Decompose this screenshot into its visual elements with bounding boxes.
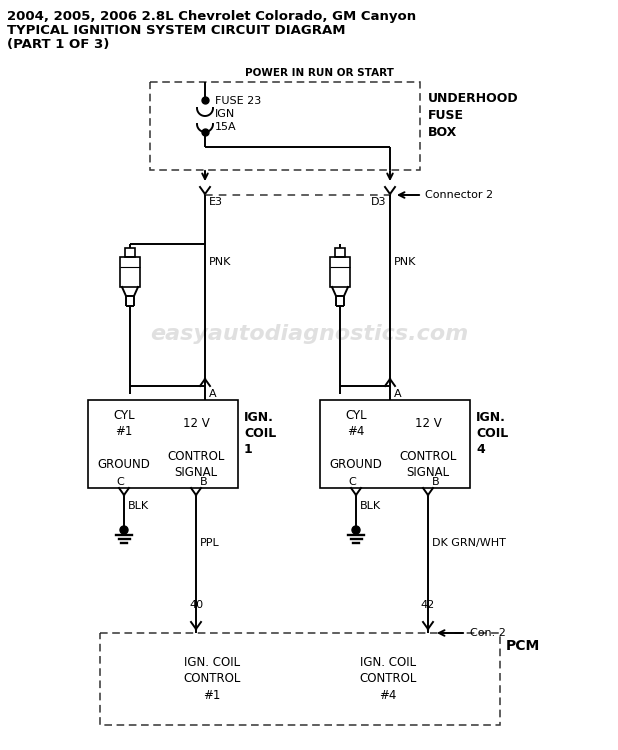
Text: BLK: BLK	[360, 501, 381, 511]
Text: CONTROL
SIGNAL: CONTROL SIGNAL	[167, 450, 225, 478]
Text: PNK: PNK	[209, 257, 231, 267]
Bar	[330, 257, 350, 287]
Bar	[320, 400, 470, 488]
Text: GROUND: GROUND	[98, 458, 150, 471]
Text: E3: E3	[209, 197, 223, 207]
Text: 2004, 2005, 2006 2.8L Chevrolet Colorado, GM Canyon: 2004, 2005, 2006 2.8L Chevrolet Colorado…	[7, 10, 416, 23]
Text: easyautodiagnostics.com: easyautodiagnostics.com	[150, 324, 468, 344]
Text: DK GRN/WHT: DK GRN/WHT	[432, 538, 506, 548]
Text: 42: 42	[421, 600, 435, 610]
Text: B: B	[432, 477, 439, 487]
Text: C: C	[348, 477, 356, 487]
Circle shape	[120, 526, 128, 534]
Text: 12 V: 12 V	[415, 417, 441, 430]
Circle shape	[352, 526, 360, 534]
Text: CONTROL
SIGNAL: CONTROL SIGNAL	[399, 450, 457, 478]
Text: FUSE 23
IGN
15A: FUSE 23 IGN 15A	[215, 96, 261, 131]
Text: IGN. COIL
CONTROL
#4: IGN. COIL CONTROL #4	[359, 656, 417, 702]
Text: A: A	[394, 389, 402, 399]
Text: B: B	[200, 477, 208, 487]
Bar	[88, 400, 238, 488]
Bar	[335, 248, 345, 257]
Text: IGN. COIL
CONTROL
#1: IGN. COIL CONTROL #1	[184, 656, 240, 702]
Text: CYL
#4: CYL #4	[345, 410, 367, 438]
Text: (PART 1 OF 3): (PART 1 OF 3)	[7, 38, 109, 51]
Text: Con. 2: Con. 2	[470, 628, 506, 638]
Bar	[120, 257, 140, 287]
Text: IGN.
COIL
4: IGN. COIL 4	[476, 411, 508, 456]
Text: 40: 40	[189, 600, 203, 610]
Text: 12 V: 12 V	[183, 417, 210, 430]
Text: UNDERHOOD
FUSE
BOX: UNDERHOOD FUSE BOX	[428, 92, 519, 139]
Text: PPL: PPL	[200, 538, 220, 548]
Text: C: C	[116, 477, 124, 487]
Text: TYPICAL IGNITION SYSTEM CIRCUIT DIAGRAM: TYPICAL IGNITION SYSTEM CIRCUIT DIAGRAM	[7, 24, 345, 37]
Text: POWER IN RUN OR START: POWER IN RUN OR START	[245, 68, 394, 78]
Bar	[150, 82, 420, 170]
Text: PNK: PNK	[394, 257, 417, 267]
Bar	[125, 248, 135, 257]
Text: A: A	[209, 389, 217, 399]
Text: IGN.
COIL
1: IGN. COIL 1	[244, 411, 276, 456]
Text: CYL
#1: CYL #1	[113, 410, 135, 438]
Text: D3: D3	[371, 197, 386, 207]
Text: Connector 2: Connector 2	[425, 190, 493, 200]
Bar	[100, 633, 500, 725]
Text: PCM: PCM	[506, 639, 540, 653]
Text: GROUND: GROUND	[329, 458, 383, 471]
Text: BLK: BLK	[128, 501, 149, 511]
